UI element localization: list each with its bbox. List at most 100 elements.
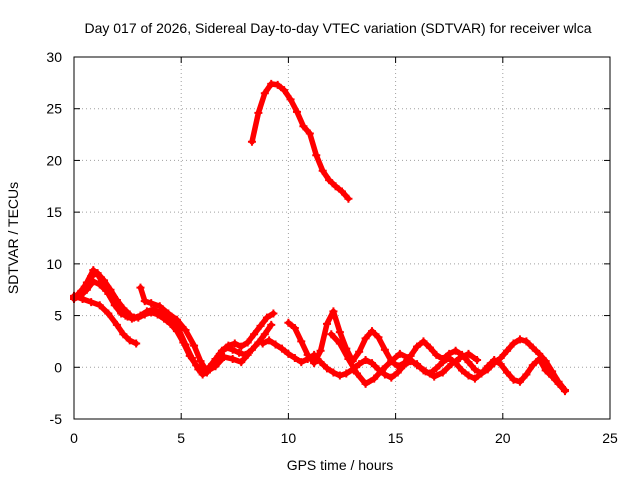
- data-point: [202, 367, 211, 376]
- data-point: [387, 373, 396, 382]
- data-point: [119, 330, 128, 339]
- y-tick-label: 0: [54, 359, 62, 375]
- data-point: [78, 295, 87, 304]
- data-point: [515, 335, 524, 344]
- data-point: [509, 339, 518, 348]
- data-point: [125, 310, 134, 319]
- x-tick-label: 20: [495, 430, 511, 446]
- data-point: [265, 336, 274, 345]
- data-point: [258, 339, 267, 348]
- data-point: [560, 386, 569, 395]
- data-point: [192, 361, 201, 370]
- x-tick-label: 15: [388, 430, 404, 446]
- series-trace: [249, 81, 352, 202]
- data-point: [509, 375, 518, 384]
- data-point: [528, 343, 537, 352]
- x-axis-label: GPS time / hours: [287, 457, 394, 473]
- data-point: [280, 86, 289, 95]
- data-point: [112, 296, 121, 305]
- data-point: [95, 280, 104, 289]
- data-point: [316, 346, 325, 355]
- data-point: [380, 345, 389, 354]
- data-point: [344, 355, 353, 364]
- data-point: [166, 319, 175, 328]
- data-point: [250, 330, 259, 339]
- data-point: [299, 122, 308, 131]
- data-point: [438, 355, 447, 364]
- series-trace: [328, 331, 480, 387]
- y-tick-label: 25: [46, 101, 62, 117]
- data-point: [104, 309, 113, 318]
- data-point: [445, 349, 454, 358]
- data-point: [224, 341, 233, 350]
- data-point: [378, 365, 387, 374]
- data-point: [470, 374, 479, 383]
- data-point: [267, 320, 276, 329]
- series-track-i: [327, 330, 482, 388]
- data-point: [335, 371, 344, 380]
- data-point: [353, 369, 362, 378]
- data-point: [413, 342, 422, 351]
- data-point: [329, 307, 338, 316]
- data-point: [490, 359, 499, 368]
- data-point: [95, 301, 104, 310]
- data-point: [447, 360, 456, 369]
- data-point: [74, 289, 83, 298]
- data-point: [370, 374, 379, 383]
- data-point: [477, 369, 486, 378]
- data-point: [262, 313, 271, 322]
- data-point: [100, 276, 109, 285]
- data-point: [331, 182, 340, 191]
- data-point: [147, 308, 156, 317]
- data-point: [112, 320, 121, 329]
- data-point: [522, 370, 531, 379]
- data-point: [181, 326, 190, 335]
- series-track-c: [70, 291, 141, 348]
- data-point: [277, 344, 286, 353]
- data-point: [134, 313, 143, 322]
- data-point: [535, 349, 544, 358]
- data-point: [438, 368, 447, 377]
- data-point: [458, 366, 467, 375]
- data-point: [455, 353, 464, 362]
- data-point: [196, 357, 205, 366]
- data-point: [430, 372, 439, 381]
- data-point: [220, 352, 229, 361]
- data-point: [172, 327, 181, 336]
- data-point: [421, 367, 430, 376]
- data-point: [400, 359, 409, 368]
- data-point: [361, 334, 370, 343]
- data-point: [322, 364, 331, 373]
- data-point: [140, 310, 149, 319]
- y-tick-label: 30: [46, 49, 62, 65]
- data-point: [254, 108, 263, 117]
- data-point: [310, 359, 319, 368]
- data-point: [404, 353, 413, 362]
- x-tick-label: 0: [70, 430, 78, 446]
- data-point: [125, 336, 134, 345]
- data-point: [329, 368, 338, 377]
- grid-layer: [74, 57, 610, 419]
- data-point: [290, 353, 299, 362]
- data-point: [432, 350, 441, 359]
- data-point: [271, 340, 280, 349]
- data-point: [464, 371, 473, 380]
- data-point: [284, 349, 293, 358]
- data-point: [496, 353, 505, 362]
- data-point: [312, 151, 321, 160]
- data-point: [355, 347, 364, 356]
- data-point: [106, 285, 115, 294]
- data-point: [292, 107, 301, 116]
- data-point: [136, 283, 145, 292]
- x-tick-label: 25: [602, 430, 618, 446]
- data-point: [260, 89, 269, 98]
- data-point: [297, 337, 306, 346]
- data-point: [172, 315, 181, 324]
- data-point: [256, 321, 265, 330]
- data-point: [361, 379, 370, 388]
- data-point: [147, 299, 156, 308]
- tick-layer: 0 5 10 15 20 25 -5 0 5 10 15 20 25 30: [46, 49, 618, 446]
- data-point: [528, 361, 537, 370]
- data-point: [211, 362, 220, 371]
